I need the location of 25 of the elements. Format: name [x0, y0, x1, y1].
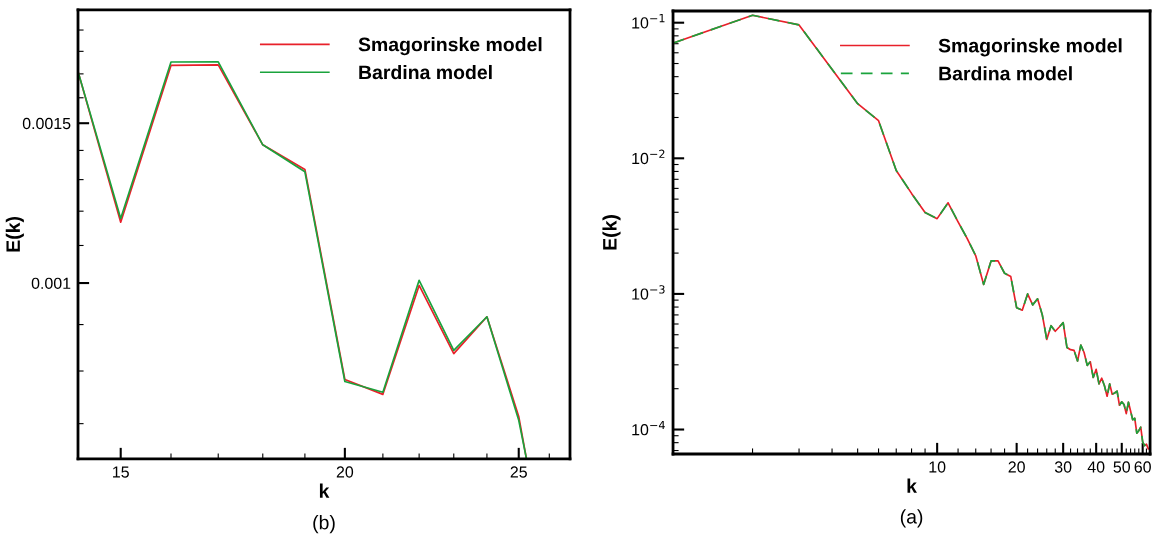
y-tick-label: 0.0015	[22, 117, 71, 130]
x-tick-label: 10	[929, 461, 946, 473]
x-tick-label: 60	[1134, 461, 1151, 473]
y-tick-label: 10$^{−1}$	[632, 14, 665, 29]
x-tick-label: 20	[336, 466, 354, 478]
y-tick-label: 10$^{−3}$	[632, 285, 665, 300]
text: (b)	[313, 515, 335, 534]
y-tick-label: 0.001	[31, 277, 71, 289]
text: (a)	[900, 509, 923, 528]
y-tick-label: 10$^{−4}$	[632, 420, 665, 436]
x-tick-label: 50	[1113, 461, 1131, 473]
legend-label: Smagorinske model	[358, 37, 542, 56]
legend-label: Bardina model	[359, 64, 492, 80]
y-axis-title: E(k)	[602, 215, 621, 250]
legend-label: Bardina model	[939, 66, 1072, 81]
x-axis-title: k	[319, 483, 330, 498]
x-tick-label: 40	[1087, 461, 1105, 473]
x-tick-label: 25	[510, 466, 527, 478]
x-tick-label: 20	[1008, 461, 1025, 473]
x-axis-title: k	[907, 478, 917, 493]
x-tick-label: 15	[113, 466, 129, 478]
y-tick-label: 10$^{−2}$	[632, 149, 665, 165]
legend-label: Smagorinske model	[938, 38, 1122, 57]
x-tick-label: 30	[1054, 461, 1072, 473]
y-axis-title: E(k)	[5, 216, 24, 252]
